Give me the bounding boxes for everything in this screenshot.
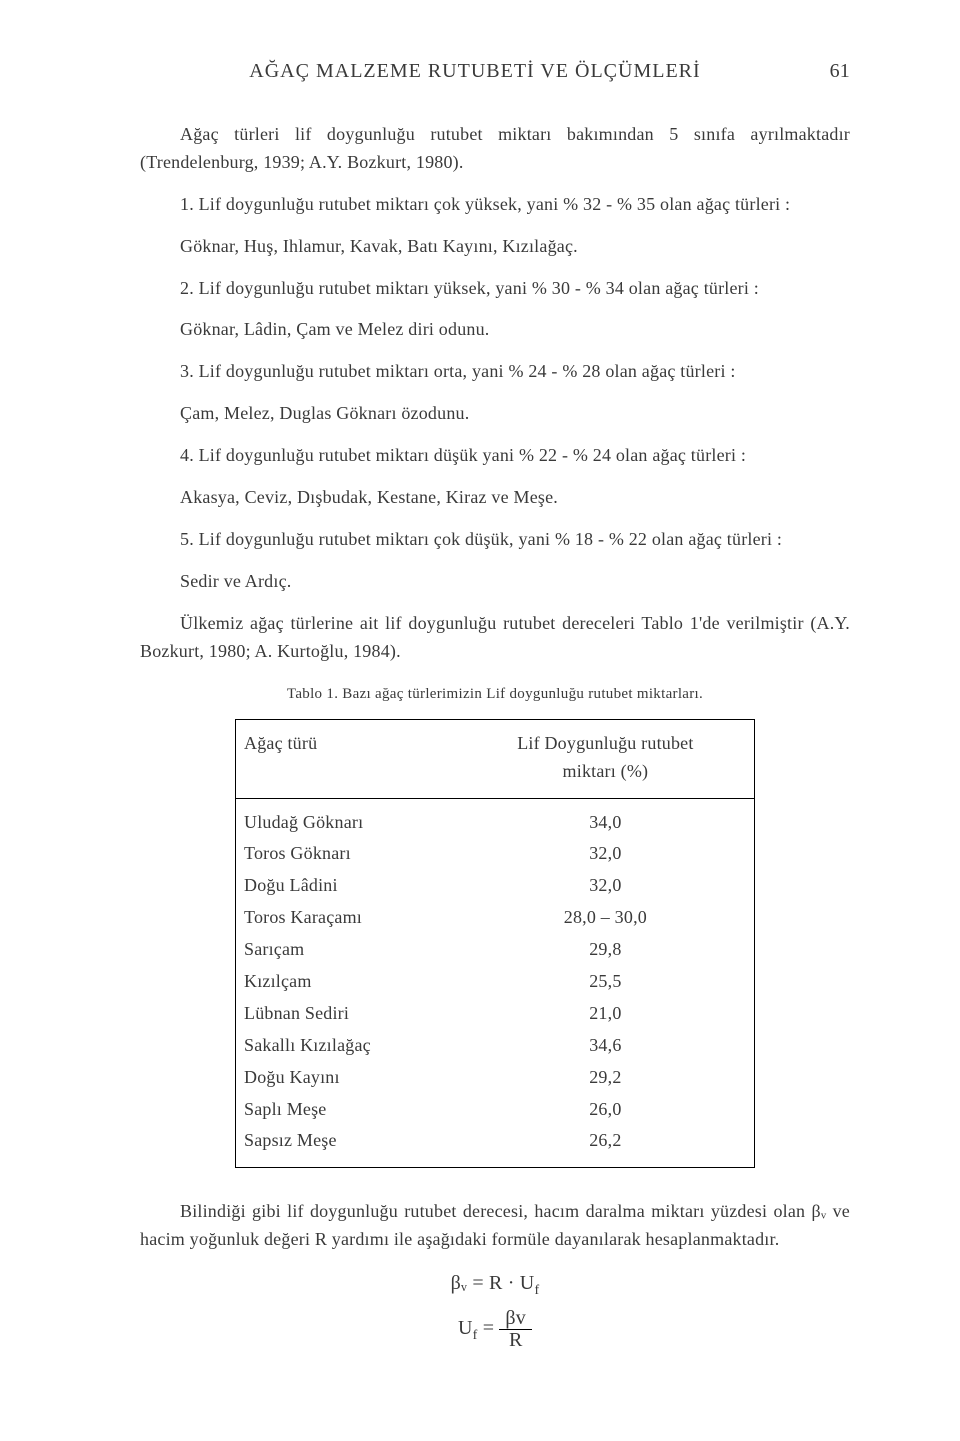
table-cell-name: Uludağ Göknarı (236, 798, 457, 838)
formula-block: βᵥ = R · Uf Uf = βvR (140, 1268, 850, 1351)
fraction: βvR (499, 1308, 532, 1351)
group-4-head: 4. Lif doygunluğu rutubet miktarı düşük … (140, 442, 850, 470)
table-cell-name: Doğu Kayını (236, 1062, 457, 1094)
table-cell-value: 28,0 – 30,0 (457, 902, 755, 934)
table-cell-name: Kızılçam (236, 966, 457, 998)
intro-paragraph: Ağaç türleri lif doygunluğu rutubet mikt… (140, 121, 850, 177)
table-cell-name: Sarıçam (236, 934, 457, 966)
fraction-numerator: βv (499, 1308, 532, 1330)
table-cell-name: Lübnan Sediri (236, 998, 457, 1030)
table-cell-name: Sapsız Meşe (236, 1125, 457, 1167)
ref-paragraph: Ülkemiz ağaç türlerine ait lif doygunluğ… (140, 610, 850, 666)
table-row: Saplı Meşe26,0 (236, 1094, 755, 1126)
page: AĞAÇ MALZEME RUTUBETİ VE ÖLÇÜMLERİ 61 Ağ… (0, 0, 960, 1441)
running-header: AĞAÇ MALZEME RUTUBETİ VE ÖLÇÜMLERİ 61 (140, 56, 850, 87)
group-5-head: 5. Lif doygunluğu rutubet miktarı çok dü… (140, 526, 850, 554)
group-3-list: Çam, Melez, Duglas Göknarı özodunu. (140, 400, 850, 428)
table-row: Sarıçam29,8 (236, 934, 755, 966)
table-row: Toros Göknarı32,0 (236, 838, 755, 870)
table-cell-value: 29,2 (457, 1062, 755, 1094)
table-row: Sakallı Kızılağaç34,6 (236, 1030, 755, 1062)
table-row: Doğu Kayını29,2 (236, 1062, 755, 1094)
equals-sign: = (478, 1317, 500, 1339)
group-5-list: Sedir ve Ardıç. (140, 568, 850, 596)
table-row: Kızılçam25,5 (236, 966, 755, 998)
table-cell-value: 32,0 (457, 870, 755, 902)
table-cell-value: 21,0 (457, 998, 755, 1030)
table-row: Sapsız Meşe26,2 (236, 1125, 755, 1167)
table-cell-value: 26,0 (457, 1094, 755, 1126)
table-cell-value: 29,8 (457, 934, 755, 966)
table-wrapper: Ağaç türü Lif Doygunluğu rutubet miktarı… (140, 719, 850, 1169)
fraction-denominator: R (499, 1330, 532, 1351)
formula-line-1: βᵥ = R · Uf (140, 1268, 850, 1302)
table-cell-value: 25,5 (457, 966, 755, 998)
page-number: 61 (810, 56, 850, 87)
formula-1-lhs: βᵥ = R · U (451, 1272, 535, 1294)
table-col2-header: Lif Doygunluğu rutubet miktarı (%) (457, 719, 755, 798)
group-3-head: 3. Lif doygunluğu rutubet miktarı orta, … (140, 358, 850, 386)
table-col1-header: Ağaç türü (236, 719, 457, 798)
table-header-row: Ağaç türü Lif Doygunluğu rutubet miktarı… (236, 719, 755, 798)
formula-1-sub: f (534, 1283, 539, 1298)
header-title: AĞAÇ MALZEME RUTUBETİ VE ÖLÇÜMLERİ (140, 56, 810, 87)
table-cell-value: 32,0 (457, 838, 755, 870)
table-row: Lübnan Sediri21,0 (236, 998, 755, 1030)
table-cell-name: Sakallı Kızılağaç (236, 1030, 457, 1062)
table-row: Doğu Lâdini32,0 (236, 870, 755, 902)
group-4-list: Akasya, Ceviz, Dışbudak, Kestane, Kiraz … (140, 484, 850, 512)
table-cell-name: Toros Karaçamı (236, 902, 457, 934)
table-cell-value: 34,0 (457, 798, 755, 838)
after-table-paragraph: Bilindiği gibi lif doygunluğu rutubet de… (140, 1198, 850, 1254)
group-2-list: Göknar, Lâdin, Çam ve Melez diri odunu. (140, 316, 850, 344)
table-row: Uludağ Göknarı34,0 (236, 798, 755, 838)
table-cell-name: Toros Göknarı (236, 838, 457, 870)
group-2-head: 2. Lif doygunluğu rutubet miktarı yüksek… (140, 275, 850, 303)
table-body: Uludağ Göknarı34,0 Toros Göknarı32,0 Doğ… (236, 798, 755, 1168)
group-1-head: 1. Lif doygunluğu rutubet miktarı çok yü… (140, 191, 850, 219)
table-row: Toros Karaçamı28,0 – 30,0 (236, 902, 755, 934)
fiber-saturation-table: Ağaç türü Lif Doygunluğu rutubet miktarı… (235, 719, 755, 1169)
table-caption: Tablo 1. Bazı ağaç türlerimizin Lif doyg… (140, 683, 850, 706)
table-cell-name: Doğu Lâdini (236, 870, 457, 902)
formula-line-2: Uf = βvR (140, 1308, 850, 1351)
table-col2-header-line1: Lif Doygunluğu rutubet (517, 733, 693, 753)
formula-2-lhs: U (458, 1317, 473, 1339)
table-cell-value: 34,6 (457, 1030, 755, 1062)
group-1-list: Göknar, Huş, Ihlamur, Kavak, Batı Kayını… (140, 233, 850, 261)
table-cell-name: Saplı Meşe (236, 1094, 457, 1126)
table-col2-header-line2: miktarı (%) (465, 758, 746, 786)
table-cell-value: 26,2 (457, 1125, 755, 1167)
